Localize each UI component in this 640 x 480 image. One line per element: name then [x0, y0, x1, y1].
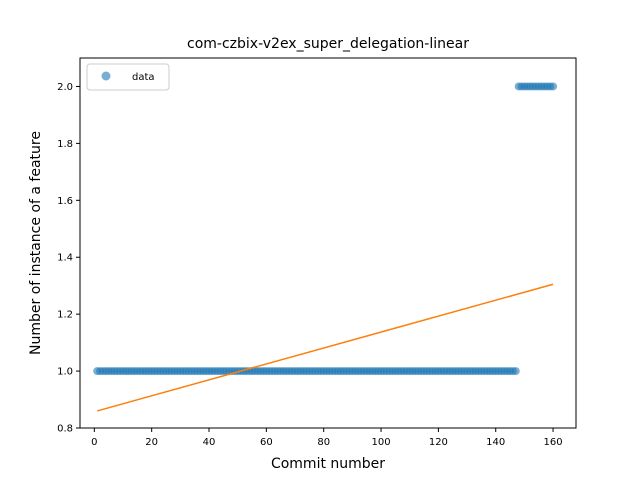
x-axis: 0 20 40 60 80 100 120 140 160	[91, 428, 563, 448]
y-tick-label: 1.8	[57, 139, 73, 150]
legend-box	[86, 63, 170, 91]
x-tick-label: 80	[317, 437, 330, 448]
chart-title: com-czbix-v2ex_super_delegation-linear	[187, 36, 469, 52]
x-tick-label: 40	[203, 437, 216, 448]
x-tick-label: 60	[260, 437, 273, 448]
plot-area	[93, 82, 558, 412]
x-tick-label: 0	[91, 437, 97, 448]
x-tick-label: 120	[429, 437, 448, 448]
x-tick-label: 20	[145, 437, 158, 448]
y-tick-label: 0.8	[57, 424, 73, 435]
y-axis: 0.8 1.0 1.2 1.4 1.6 1.8 2.0	[57, 82, 80, 435]
x-axis-label: Commit number	[271, 456, 385, 472]
y-tick-label: 1.6	[57, 196, 73, 207]
legend: data	[86, 63, 170, 91]
legend-marker	[101, 71, 111, 81]
legend-label: data	[132, 72, 155, 83]
y-axis-label: Number of instance of a feature	[28, 131, 44, 355]
y-tick-label: 1.0	[57, 367, 73, 378]
y-tick-label: 1.2	[57, 310, 73, 321]
y-tick-label: 1.4	[57, 253, 73, 264]
regression-line	[97, 283, 554, 412]
x-tick-label: 140	[486, 437, 505, 448]
data-point	[511, 367, 520, 376]
x-tick-label: 160	[544, 437, 563, 448]
x-tick-label: 100	[371, 437, 390, 448]
y-tick-label: 2.0	[57, 82, 73, 93]
axes-frame	[79, 57, 577, 429]
data-point	[549, 82, 558, 91]
